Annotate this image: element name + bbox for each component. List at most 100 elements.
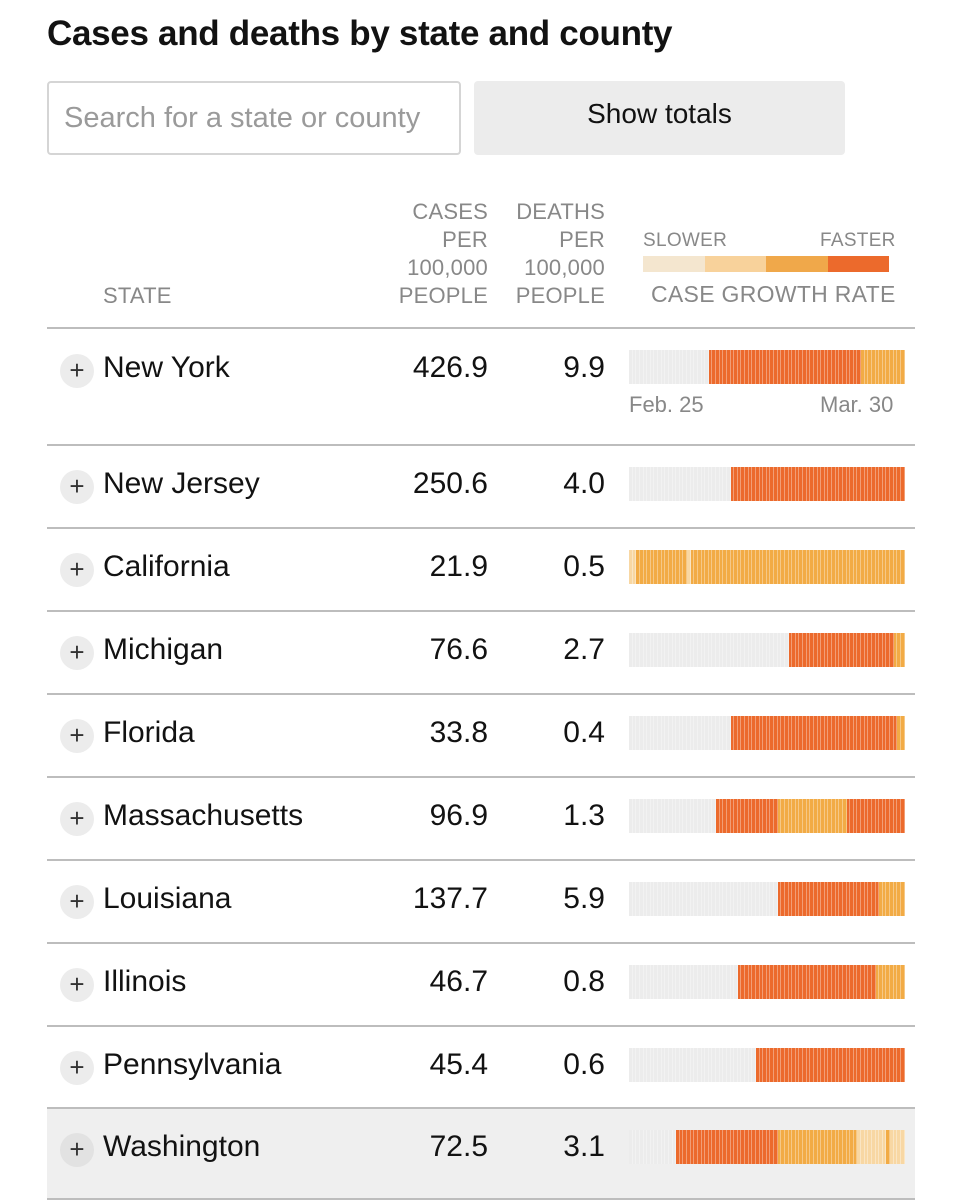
growth-day-cell <box>650 633 655 667</box>
table-row[interactable]: + California 21.9 0.5 <box>47 529 915 612</box>
growth-day-cell <box>824 550 829 584</box>
search-input[interactable] <box>47 81 461 155</box>
growth-day-cell <box>741 882 745 916</box>
growth-day-cell <box>781 716 785 750</box>
growth-day-cell <box>629 882 633 916</box>
growth-day-cell <box>741 550 745 584</box>
growth-day-cell <box>687 716 691 750</box>
table-row[interactable]: + New York 426.9 9.9 Feb. 25 Mar. 30 <box>47 329 915 446</box>
growth-day-cell <box>817 633 822 667</box>
growth-day-cell <box>864 1130 869 1164</box>
growth-day-cell <box>850 716 854 750</box>
expand-plus-icon[interactable]: + <box>60 636 94 670</box>
deaths-header-line: PER <box>559 227 605 252</box>
table-row[interactable]: + Michigan 76.6 2.7 <box>47 612 915 695</box>
growth-day-cell <box>683 467 687 501</box>
growth-day-cell <box>788 1048 793 1082</box>
growth-day-cell <box>676 633 680 667</box>
growth-day-cell <box>835 799 840 833</box>
growth-day-cell <box>672 799 677 833</box>
expand-plus-icon[interactable]: + <box>60 968 94 1002</box>
table-row[interactable]: + Illinois 46.7 0.8 <box>47 944 915 1027</box>
growth-day-cell <box>893 467 898 501</box>
growth-day-cell <box>650 350 655 384</box>
growth-day-cell <box>871 1048 876 1082</box>
expand-plus-icon[interactable]: + <box>60 553 94 587</box>
growth-day-cell <box>853 716 858 750</box>
growth-day-cell <box>824 350 829 384</box>
cases-header-line: PER <box>442 227 488 252</box>
growth-day-cell <box>636 799 640 833</box>
growth-day-cell <box>726 965 731 999</box>
growth-day-cell <box>857 716 861 750</box>
expand-plus-icon[interactable]: + <box>60 719 94 753</box>
growth-day-cell <box>824 965 829 999</box>
table-row[interactable]: + Washington 72.5 3.1 <box>47 1109 915 1200</box>
growth-day-cell <box>784 550 789 584</box>
growth-day-cell <box>795 350 800 384</box>
growth-day-cell <box>813 467 818 501</box>
growth-day-cell <box>726 1048 731 1082</box>
expand-plus-icon[interactable]: + <box>60 802 94 836</box>
growth-day-cell <box>697 633 702 667</box>
table-row[interactable]: + Massachusetts 96.9 1.3 <box>47 778 915 861</box>
growth-day-cell <box>853 799 858 833</box>
growth-day-cell <box>676 350 680 384</box>
deaths-per-100k: 1.3 <box>563 799 605 832</box>
growth-day-cell <box>650 716 655 750</box>
growth-rate-legend-bar <box>643 256 889 272</box>
expand-plus-icon[interactable]: + <box>60 470 94 504</box>
show-totals-button[interactable]: Show totals <box>474 81 845 155</box>
growth-day-cell <box>832 965 836 999</box>
growth-day-cell <box>752 633 756 667</box>
table-row[interactable]: + Louisiana 137.7 5.9 <box>47 861 915 944</box>
growth-day-cell <box>835 1130 840 1164</box>
growth-day-cell <box>839 882 843 916</box>
growth-day-cell <box>661 633 666 667</box>
growth-day-cell <box>813 1130 818 1164</box>
growth-day-cell <box>861 965 865 999</box>
growth-day-cell <box>705 633 709 667</box>
growth-day-cell <box>879 882 883 916</box>
expand-plus-icon[interactable]: + <box>60 1051 94 1085</box>
growth-day-cell <box>676 1130 680 1164</box>
growth-day-cell <box>868 550 872 584</box>
growth-day-cell <box>828 716 832 750</box>
growth-day-cell <box>835 350 840 384</box>
expand-plus-icon[interactable]: + <box>60 1133 94 1167</box>
growth-day-cell <box>683 882 687 916</box>
growth-day-cell <box>712 716 716 750</box>
expand-plus-icon[interactable]: + <box>60 885 94 919</box>
growth-day-cell <box>810 550 814 584</box>
growth-day-cell <box>821 965 825 999</box>
growth-day-cell <box>752 350 756 384</box>
expand-plus-icon[interactable]: + <box>60 354 94 388</box>
table-row[interactable]: + New Jersey 250.6 4.0 <box>47 446 915 529</box>
growth-day-cell <box>737 1048 742 1082</box>
growth-day-cell <box>806 633 811 667</box>
growth-day-cell <box>817 1048 822 1082</box>
case-growth-sparkline <box>629 467 905 501</box>
legend-swatch <box>643 256 705 272</box>
growth-day-cell <box>654 550 658 584</box>
table-row[interactable]: + Pennsylvania 45.4 0.6 <box>47 1027 915 1109</box>
state-name: Washington <box>103 1130 261 1163</box>
growth-day-cell <box>690 965 695 999</box>
growth-day-cell <box>654 633 658 667</box>
growth-day-cell <box>795 467 800 501</box>
growth-day-cell <box>647 799 651 833</box>
growth-day-cell <box>792 965 796 999</box>
growth-day-cell <box>632 550 637 584</box>
table-row[interactable]: + Florida 33.8 0.4 <box>47 695 915 778</box>
growth-day-cell <box>886 965 890 999</box>
growth-day-cell <box>629 716 633 750</box>
growth-day-cell <box>803 550 807 584</box>
growth-day-cell <box>741 965 745 999</box>
growth-day-cell <box>850 1130 854 1164</box>
growth-day-cell <box>770 716 774 750</box>
growth-day-cell <box>781 350 785 384</box>
growth-day-cell <box>839 965 843 999</box>
growth-day-cell <box>882 550 887 584</box>
growth-day-cell <box>886 633 890 667</box>
growth-day-cell <box>668 965 673 999</box>
